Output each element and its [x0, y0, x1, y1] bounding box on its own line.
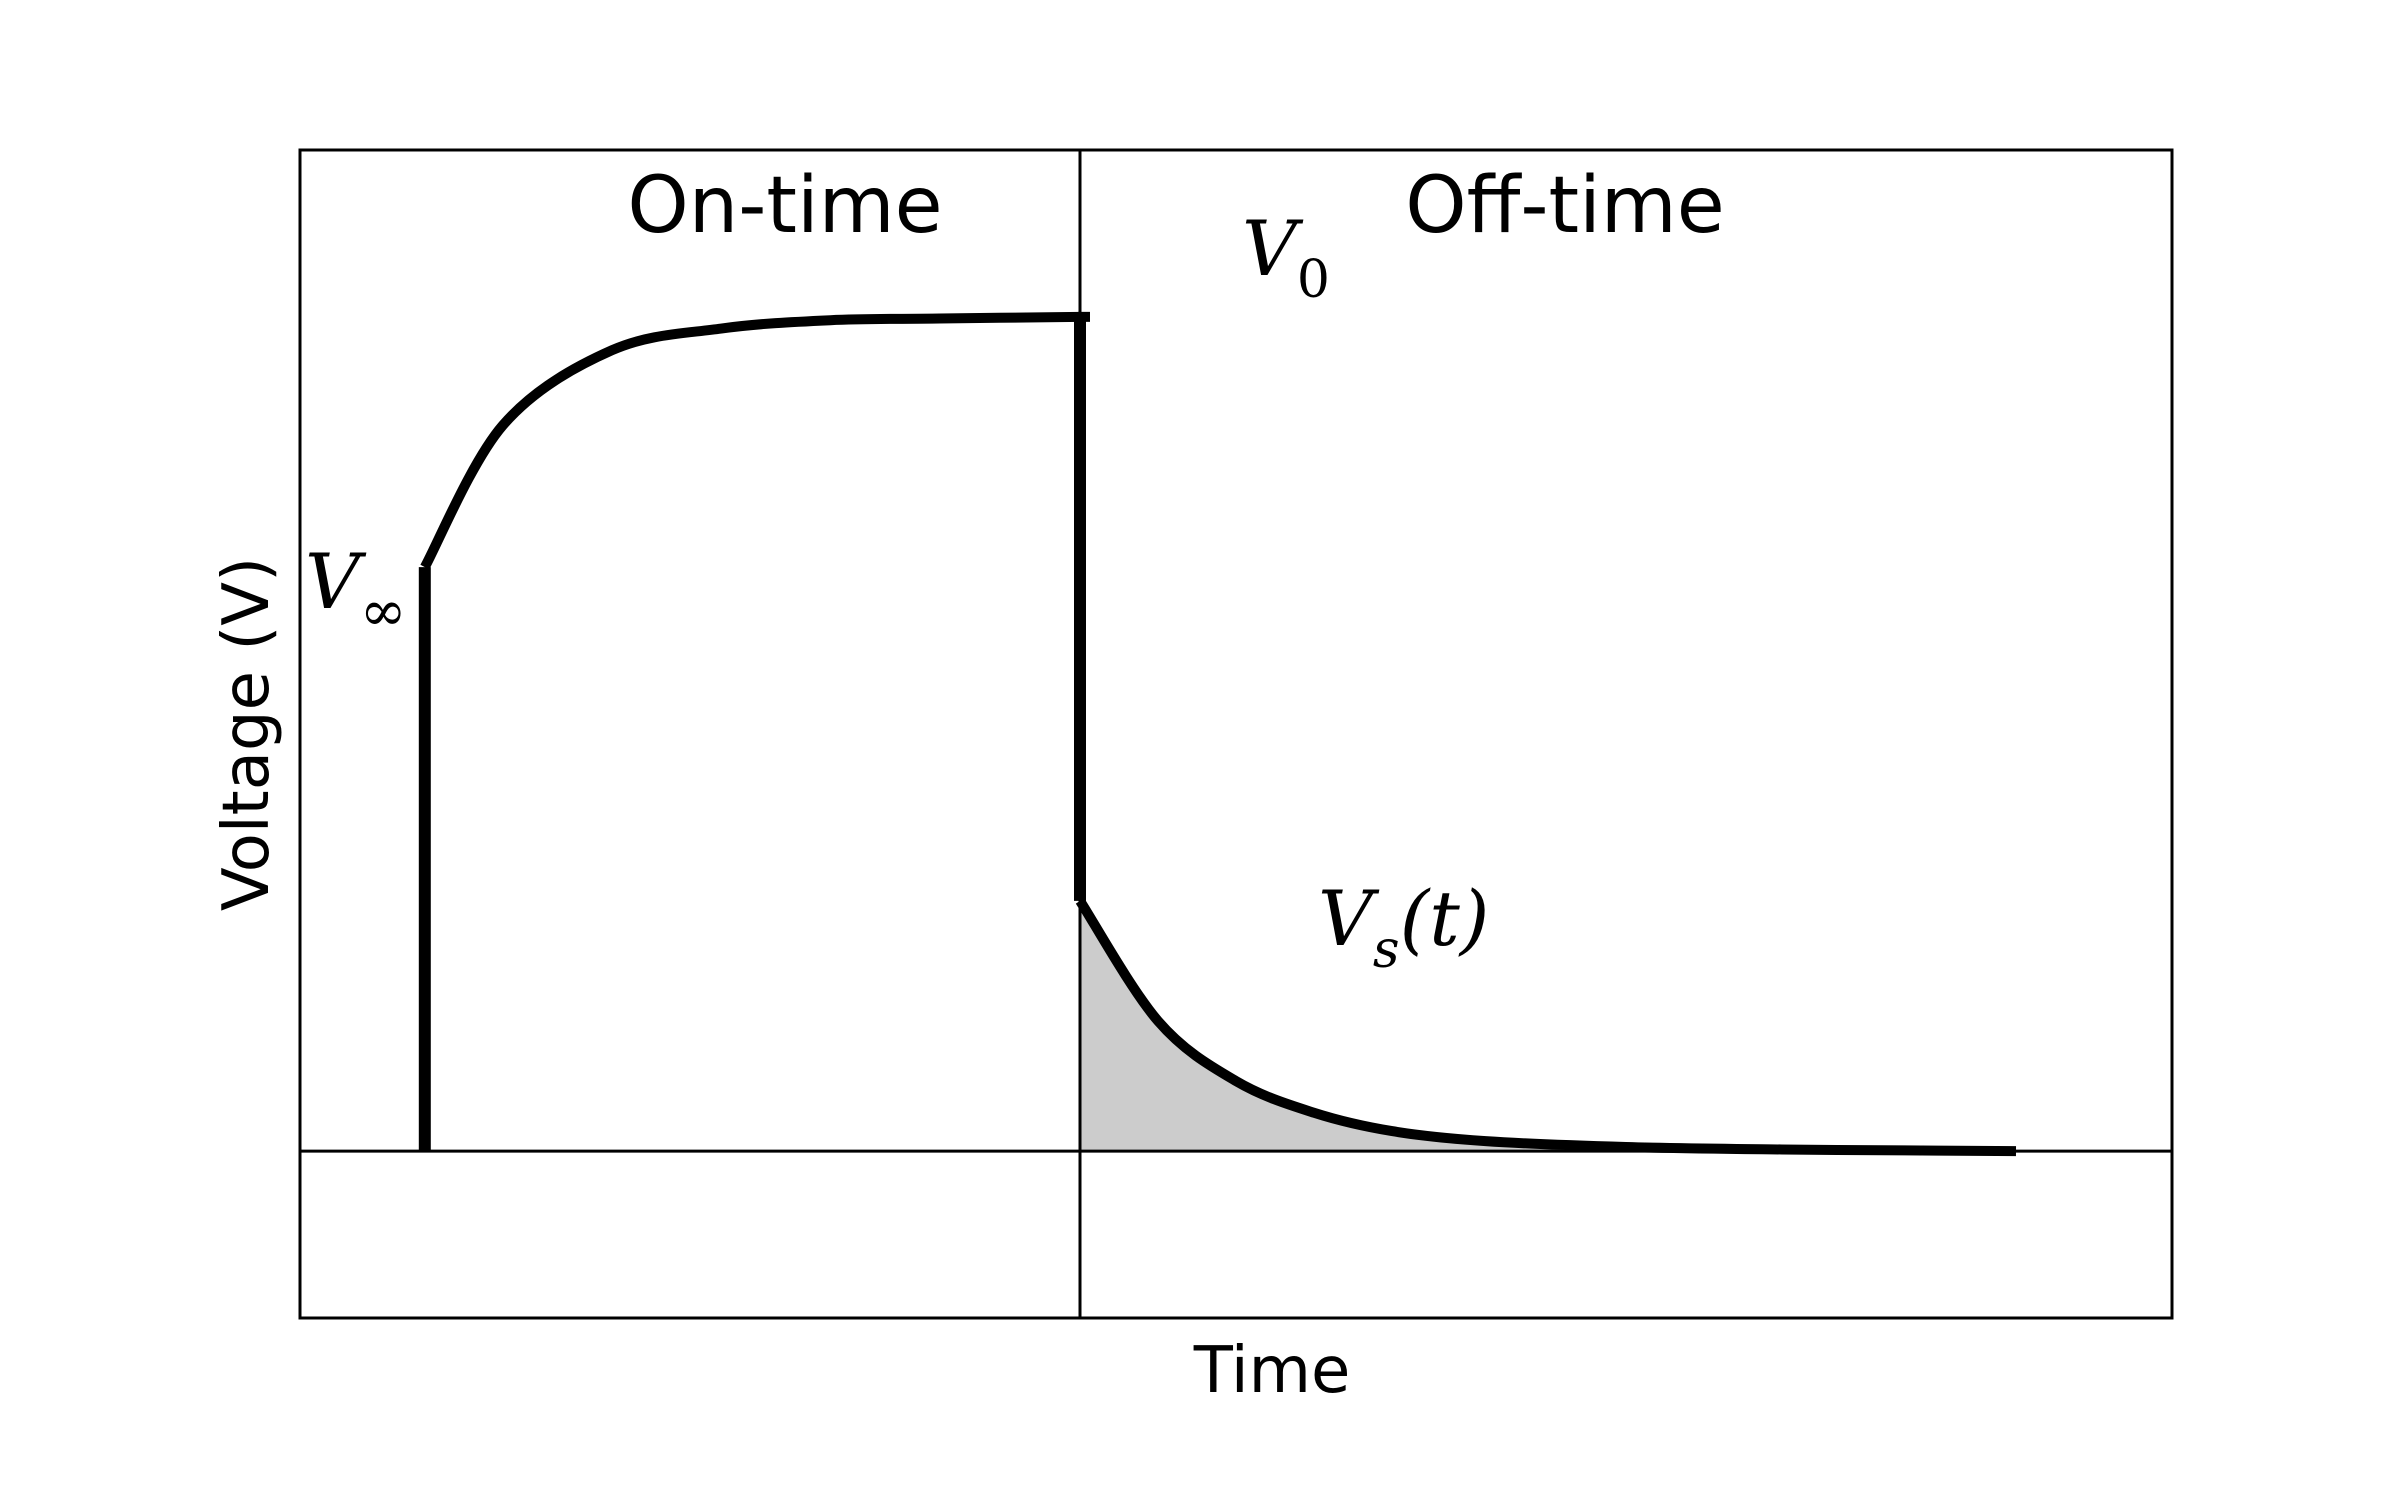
annotation-v-zero-sub: 0 — [1297, 250, 1330, 310]
annotation-v-zero: V0 — [1242, 204, 1330, 310]
region-label-on-time: On-time — [627, 161, 942, 251]
annotation-v-s-base: V — [1318, 874, 1380, 963]
annotation-v-s-of-t: Vs(t) — [1318, 874, 1489, 980]
annotation-v-s-suffix: (t) — [1400, 874, 1490, 963]
annotation-v-infinity-base: V — [305, 537, 367, 626]
series-layer — [418, 311, 2017, 1157]
region-label-off-time: Off-time — [1405, 161, 1725, 251]
charge-curve-line — [420, 311, 1081, 570]
decay-curve-line — [1075, 898, 2017, 1157]
shaded-area-layer — [1080, 900, 2016, 1152]
annotation-v-s-sub: s — [1373, 920, 1400, 980]
annotation-v-infinity-sub: ∞ — [360, 579, 407, 644]
x-axis-label: Time — [1193, 1334, 1351, 1408]
annotation-v-zero-base: V — [1242, 204, 1304, 293]
plot-frame — [298, 148, 2174, 1320]
annotation-v-infinity: V∞ — [305, 537, 407, 644]
decay-shaded-area — [1080, 900, 2016, 1152]
y-axis-label: Voltage (V) — [210, 557, 284, 911]
